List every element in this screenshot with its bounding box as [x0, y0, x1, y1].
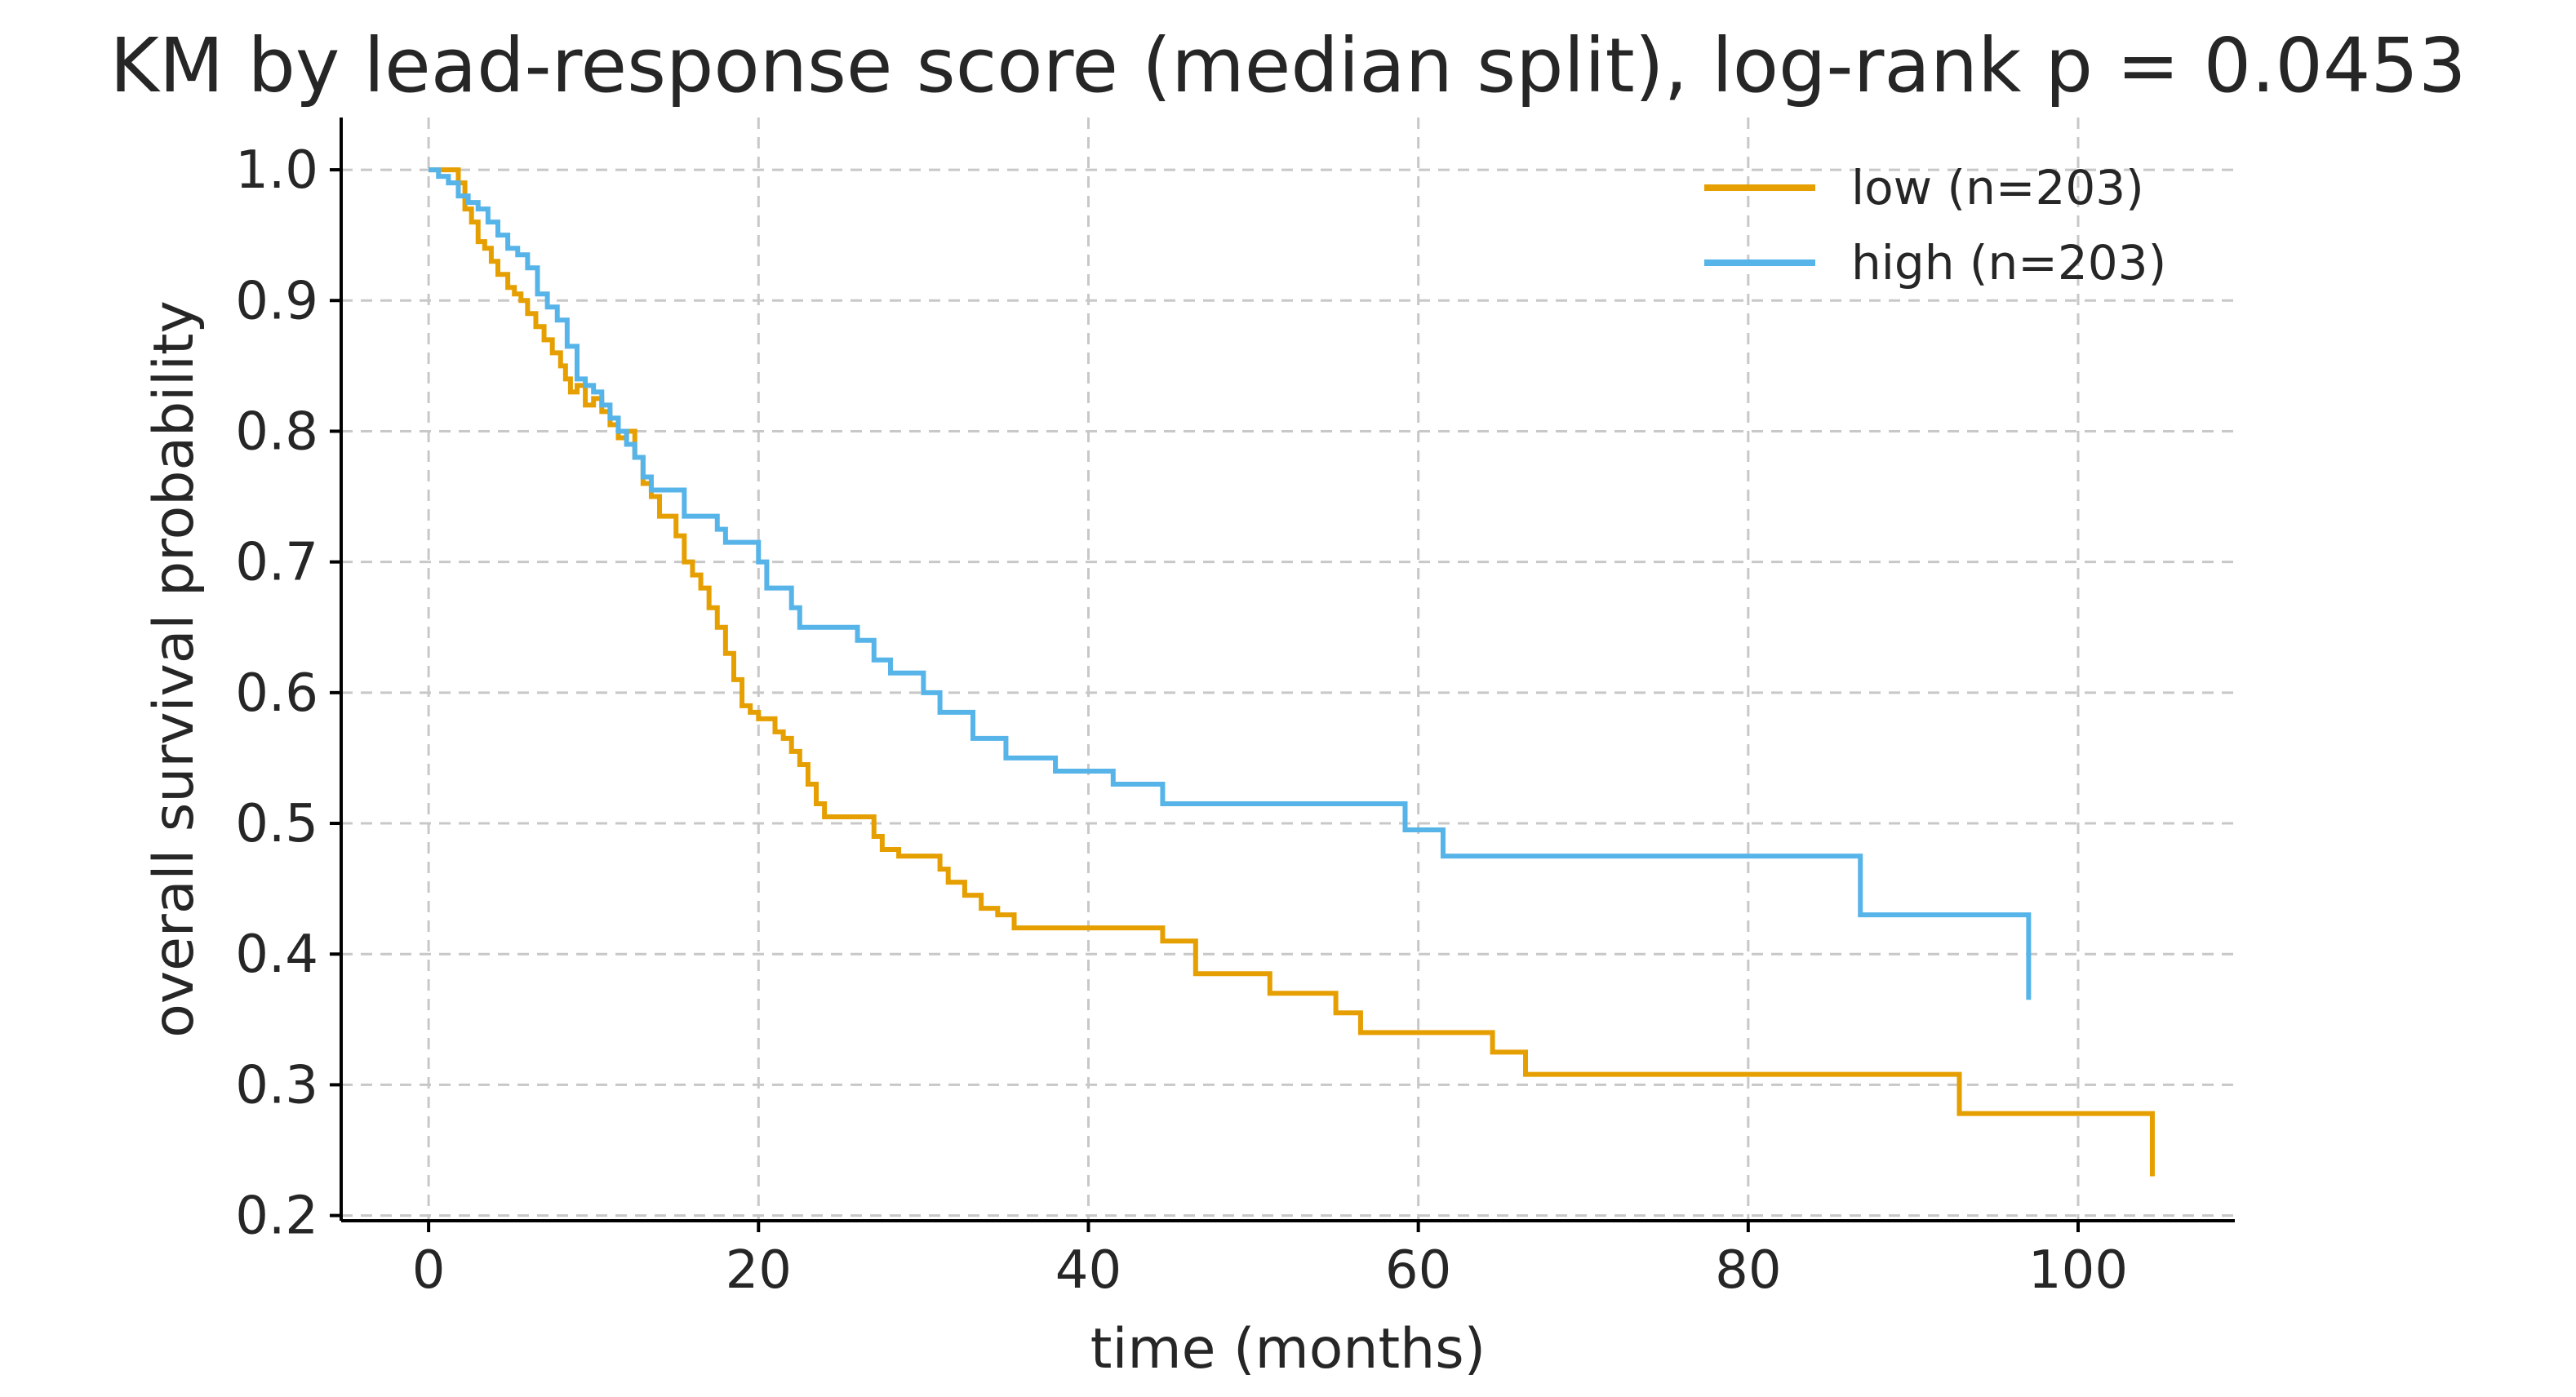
y-tick-label: 0.8 [235, 401, 318, 462]
x-axis-label: time (months) [1090, 1317, 1486, 1381]
chart-title: KM by lead-response score (median split)… [110, 22, 2467, 109]
legend: low (n=203) high (n=203) [1704, 160, 2166, 290]
x-tick-label: 0 [412, 1240, 446, 1301]
y-axis-label: overall survival probability [142, 300, 207, 1038]
legend-label-low: low (n=203) [1851, 160, 2144, 215]
legend-label-high: high (n=203) [1851, 235, 2166, 290]
km-curve-low [429, 167, 2155, 1177]
y-tick-label: 0.4 [235, 925, 318, 985]
grid-lines [341, 118, 2235, 1221]
x-axis-ticks: 0 20 40 60 80 100 [412, 1221, 2128, 1301]
x-tick-label: 20 [726, 1240, 792, 1301]
y-tick-label: 0.6 [235, 663, 318, 724]
y-tick-label: 0.2 [235, 1186, 318, 1247]
y-tick-label: 0.9 [235, 271, 318, 331]
km-curve-high [429, 167, 2032, 1000]
survival-curves [429, 167, 2155, 1177]
y-tick-label: 0.5 [235, 794, 318, 854]
x-tick-label: 60 [1385, 1240, 1451, 1301]
x-tick-label: 80 [1715, 1240, 1781, 1301]
y-tick-label: 0.7 [235, 533, 318, 593]
y-tick-label: 1.0 [235, 140, 318, 201]
y-axis-ticks: 0.2 0.3 0.4 0.5 0.6 0.7 0.8 0.9 1.0 [235, 140, 341, 1247]
y-tick-label: 0.3 [235, 1055, 318, 1115]
x-tick-label: 40 [1055, 1240, 1121, 1301]
x-tick-label: 100 [2028, 1240, 2128, 1301]
